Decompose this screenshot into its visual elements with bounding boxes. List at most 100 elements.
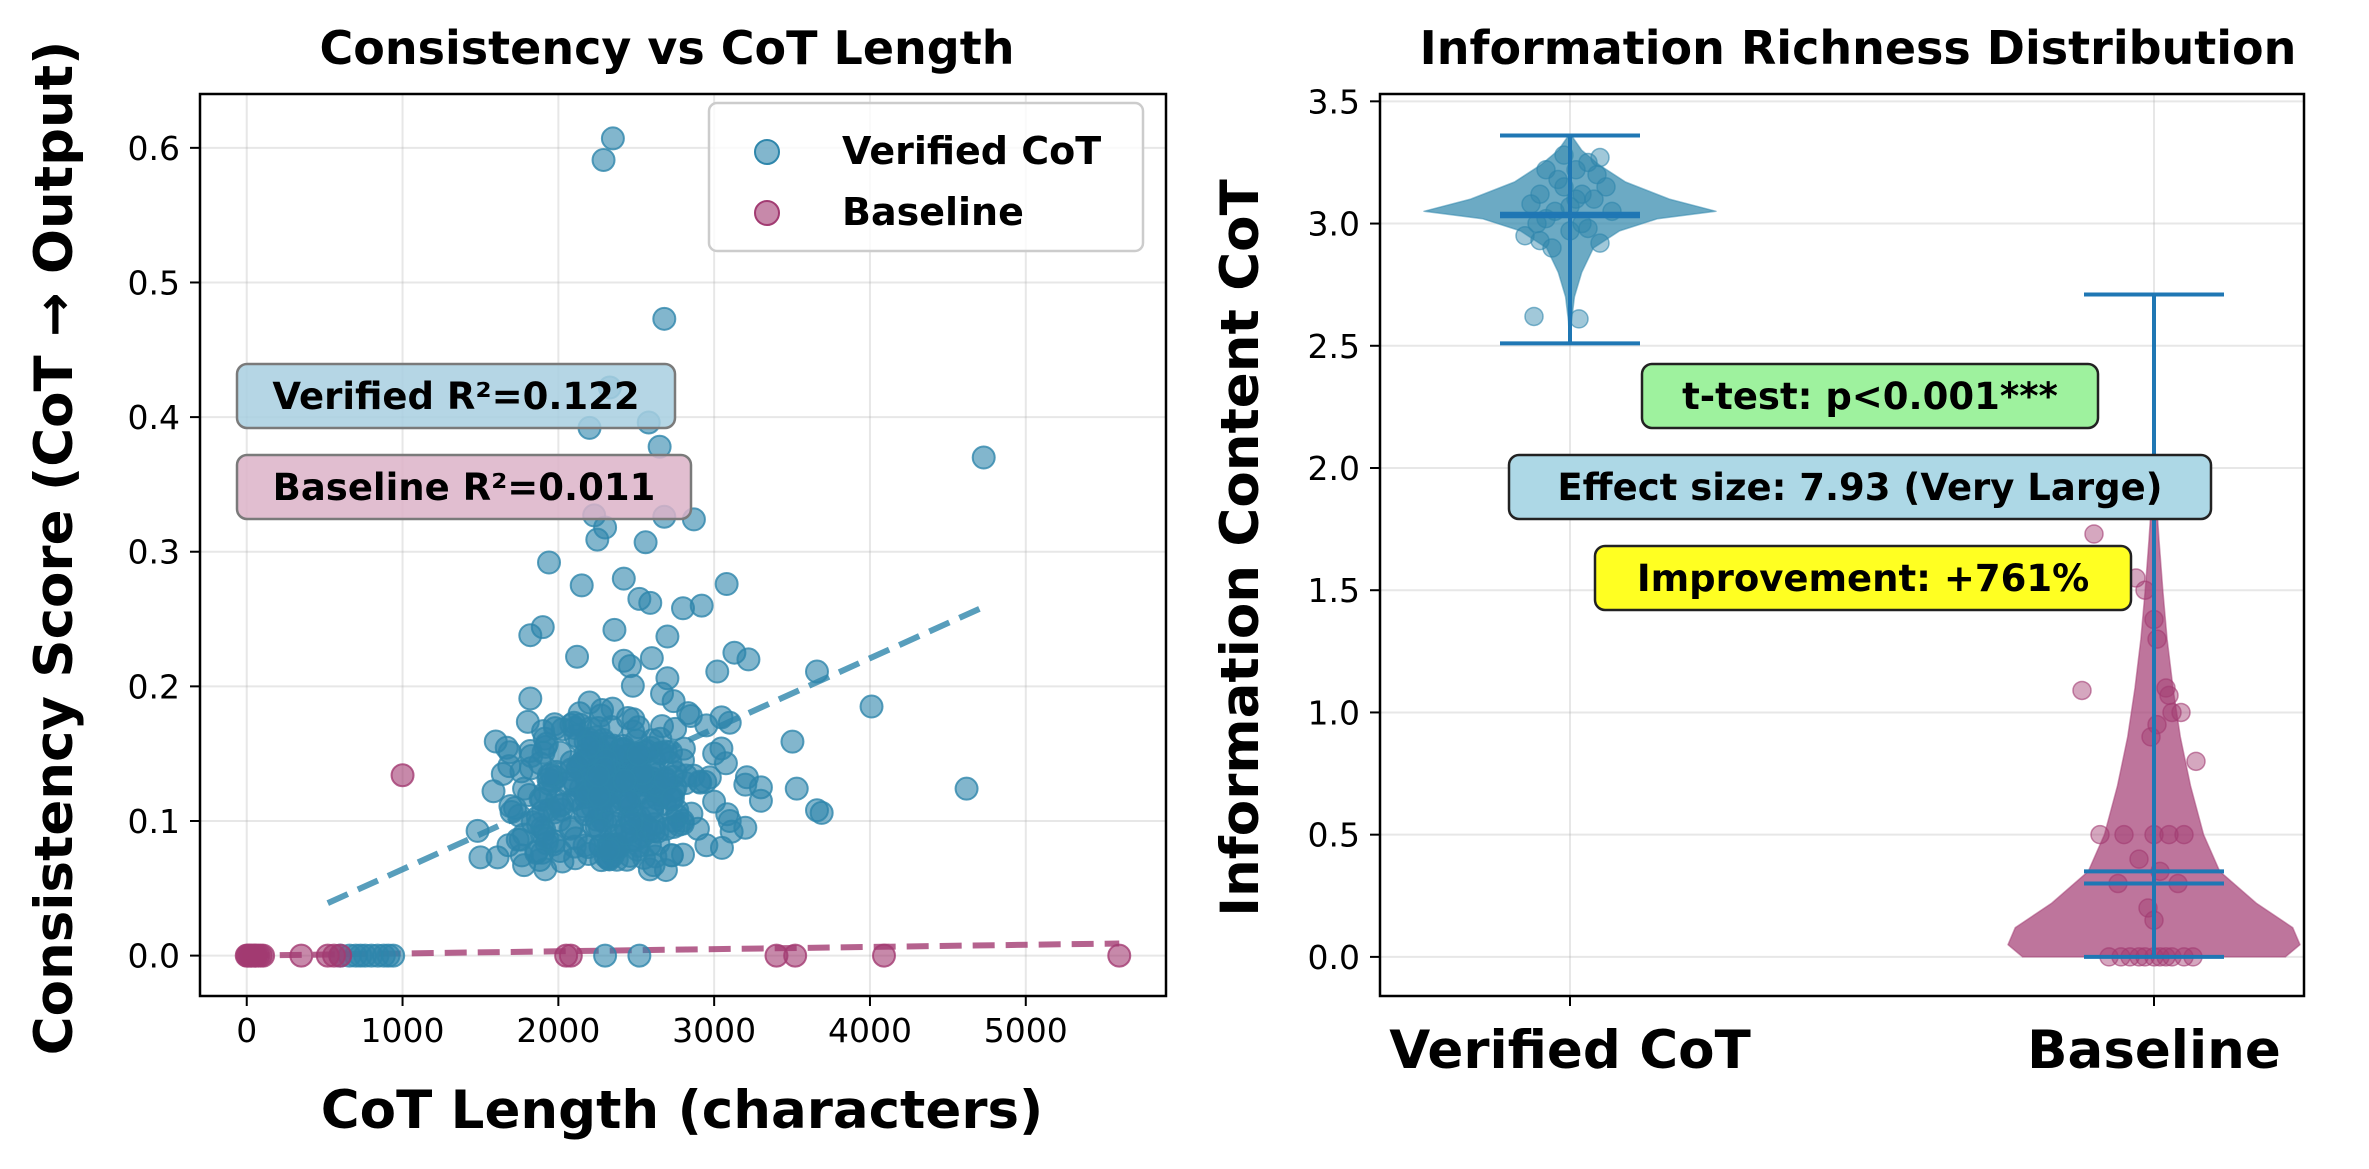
verified-point bbox=[714, 572, 739, 597]
right-y-tick-label: 2.5 bbox=[1308, 327, 1360, 366]
verified-point bbox=[780, 729, 805, 754]
left-axes-frame bbox=[198, 92, 1168, 998]
verified-point bbox=[600, 126, 625, 151]
verified-point bbox=[693, 769, 718, 794]
verified-point bbox=[639, 646, 664, 671]
verified-point bbox=[531, 719, 556, 744]
verified-point bbox=[465, 818, 490, 843]
left-y-tick-label: 0.2 bbox=[128, 667, 180, 706]
verified-point bbox=[671, 748, 695, 773]
verified-point bbox=[671, 842, 695, 867]
effect-size-box bbox=[1507, 453, 2213, 521]
baseline-jitter-point bbox=[2174, 824, 2194, 845]
verified-point bbox=[655, 666, 680, 691]
verified-point bbox=[562, 716, 587, 741]
verified-jitter-point bbox=[1590, 233, 1610, 253]
improvement-annotation: Improvement: +761% bbox=[1593, 544, 2133, 612]
left-y-tick-label: 0.4 bbox=[128, 398, 180, 437]
baseline-jitter-point bbox=[2162, 702, 2182, 723]
baseline-jitter-point bbox=[2090, 824, 2110, 845]
left-x-tick-label: 1000 bbox=[361, 1011, 445, 1050]
verified-point bbox=[689, 593, 714, 618]
baseline-point bbox=[871, 943, 896, 968]
verified-r2-text: Verified R²=0.122 bbox=[272, 375, 639, 418]
baseline-r2-text: Baseline R²=0.011 bbox=[273, 466, 656, 509]
verified-point bbox=[518, 738, 543, 763]
verified-point bbox=[663, 716, 688, 741]
verified-point bbox=[620, 673, 645, 698]
verified-point bbox=[640, 799, 665, 824]
left-y-tick-label: 0.3 bbox=[128, 533, 180, 572]
right-y-tick-label: 1.0 bbox=[1308, 693, 1360, 732]
right-axes-frame bbox=[1378, 92, 2306, 998]
verified-point bbox=[954, 776, 979, 801]
verified-point bbox=[530, 615, 555, 640]
baseline-jitter-point bbox=[2159, 685, 2179, 706]
left-x-tick-label: 0 bbox=[236, 1011, 257, 1050]
verified-point bbox=[702, 789, 727, 814]
verified-jitter-point bbox=[1569, 309, 1589, 329]
category-label-baseline: Baseline bbox=[2027, 1020, 2281, 1081]
baseline-r2-annotation: Baseline R²=0.011 bbox=[235, 453, 693, 521]
verified-point bbox=[585, 527, 610, 552]
left-x-tick-label: 3000 bbox=[672, 1011, 756, 1050]
right-y-tick-label: 3.0 bbox=[1308, 205, 1360, 244]
right-y-tick-label: 3.5 bbox=[1308, 82, 1360, 121]
category-label-verified: Verified CoT bbox=[1389, 1020, 1750, 1081]
left-x-tick-label: 4000 bbox=[828, 1011, 912, 1050]
baseline-jitter-point bbox=[2072, 680, 2092, 701]
verified-point bbox=[586, 763, 611, 788]
right-y-tick-label: 2.0 bbox=[1308, 449, 1360, 488]
improvement-box bbox=[1593, 544, 2133, 612]
verified-point bbox=[547, 793, 572, 818]
left-y-axis-label: Consistency Score (CoT → Output) bbox=[24, 41, 85, 1056]
verified-point bbox=[563, 826, 588, 851]
left-y-tick-label: 0.6 bbox=[128, 129, 180, 168]
left-legend: Verified CoT Baseline bbox=[707, 101, 1145, 253]
verified-point bbox=[483, 729, 508, 754]
baseline-point bbox=[243, 943, 268, 968]
verified-point bbox=[638, 590, 663, 615]
verified-point bbox=[550, 849, 575, 874]
verified-point bbox=[702, 741, 727, 766]
verified-point bbox=[626, 742, 651, 767]
left-x-tick-label: 5000 bbox=[984, 1011, 1068, 1050]
baseline-point bbox=[1107, 943, 1132, 968]
right-y-tick-label: 1.5 bbox=[1308, 571, 1360, 610]
verified-point bbox=[569, 573, 594, 598]
ttest-text: t-test: p<0.001*** bbox=[1682, 375, 2058, 418]
baseline-point bbox=[390, 763, 415, 788]
legend-frame bbox=[707, 101, 1145, 253]
baseline-point bbox=[289, 943, 314, 968]
verified-jitter-point bbox=[1542, 238, 1562, 258]
ttest-box bbox=[1640, 362, 2100, 430]
verified-r2-box bbox=[235, 362, 677, 430]
left-x-axis-label: CoT Length (characters) bbox=[321, 1080, 1043, 1141]
left-chart-title: Consistency vs CoT Length bbox=[320, 21, 1015, 75]
legend-label-baseline: Baseline bbox=[842, 190, 1024, 234]
verified-point bbox=[490, 761, 515, 786]
verified-point bbox=[537, 550, 562, 575]
verified-point bbox=[694, 833, 719, 858]
left-ticks: 0 1000 2000 3000 4000 5000 0.0 0.1 0.2 0.3 0.4 0.5 0… bbox=[128, 129, 1068, 1050]
baseline-jitter-point bbox=[2141, 727, 2161, 747]
right-ticks: 0.0 0.5 1.0 1.5 2.0 2.5 3.0 3.5 bbox=[1308, 82, 2155, 1006]
verified-point bbox=[507, 803, 532, 828]
verified-point bbox=[588, 817, 613, 842]
verified-jitter-point bbox=[1521, 194, 1541, 214]
legend-marker-baseline bbox=[754, 200, 780, 226]
verified-point bbox=[748, 788, 773, 813]
baseline-jitter-point bbox=[2147, 629, 2167, 649]
verified-point bbox=[496, 833, 521, 858]
right-chart-title: Information Richness Distribution bbox=[1420, 21, 2297, 75]
verified-point bbox=[804, 659, 829, 684]
right-y-tick-label: 0.5 bbox=[1308, 816, 1360, 855]
effect-size-annotation: Effect size: 7.93 (Very Large) bbox=[1507, 453, 2213, 521]
effect-size-text: Effect size: 7.93 (Very Large) bbox=[1557, 466, 2162, 509]
verified-point bbox=[655, 624, 680, 649]
baseline-jitter-point bbox=[2186, 751, 2206, 772]
baseline-jitter-point bbox=[2135, 580, 2155, 600]
verified-point bbox=[381, 943, 406, 968]
verified-point bbox=[518, 686, 543, 711]
